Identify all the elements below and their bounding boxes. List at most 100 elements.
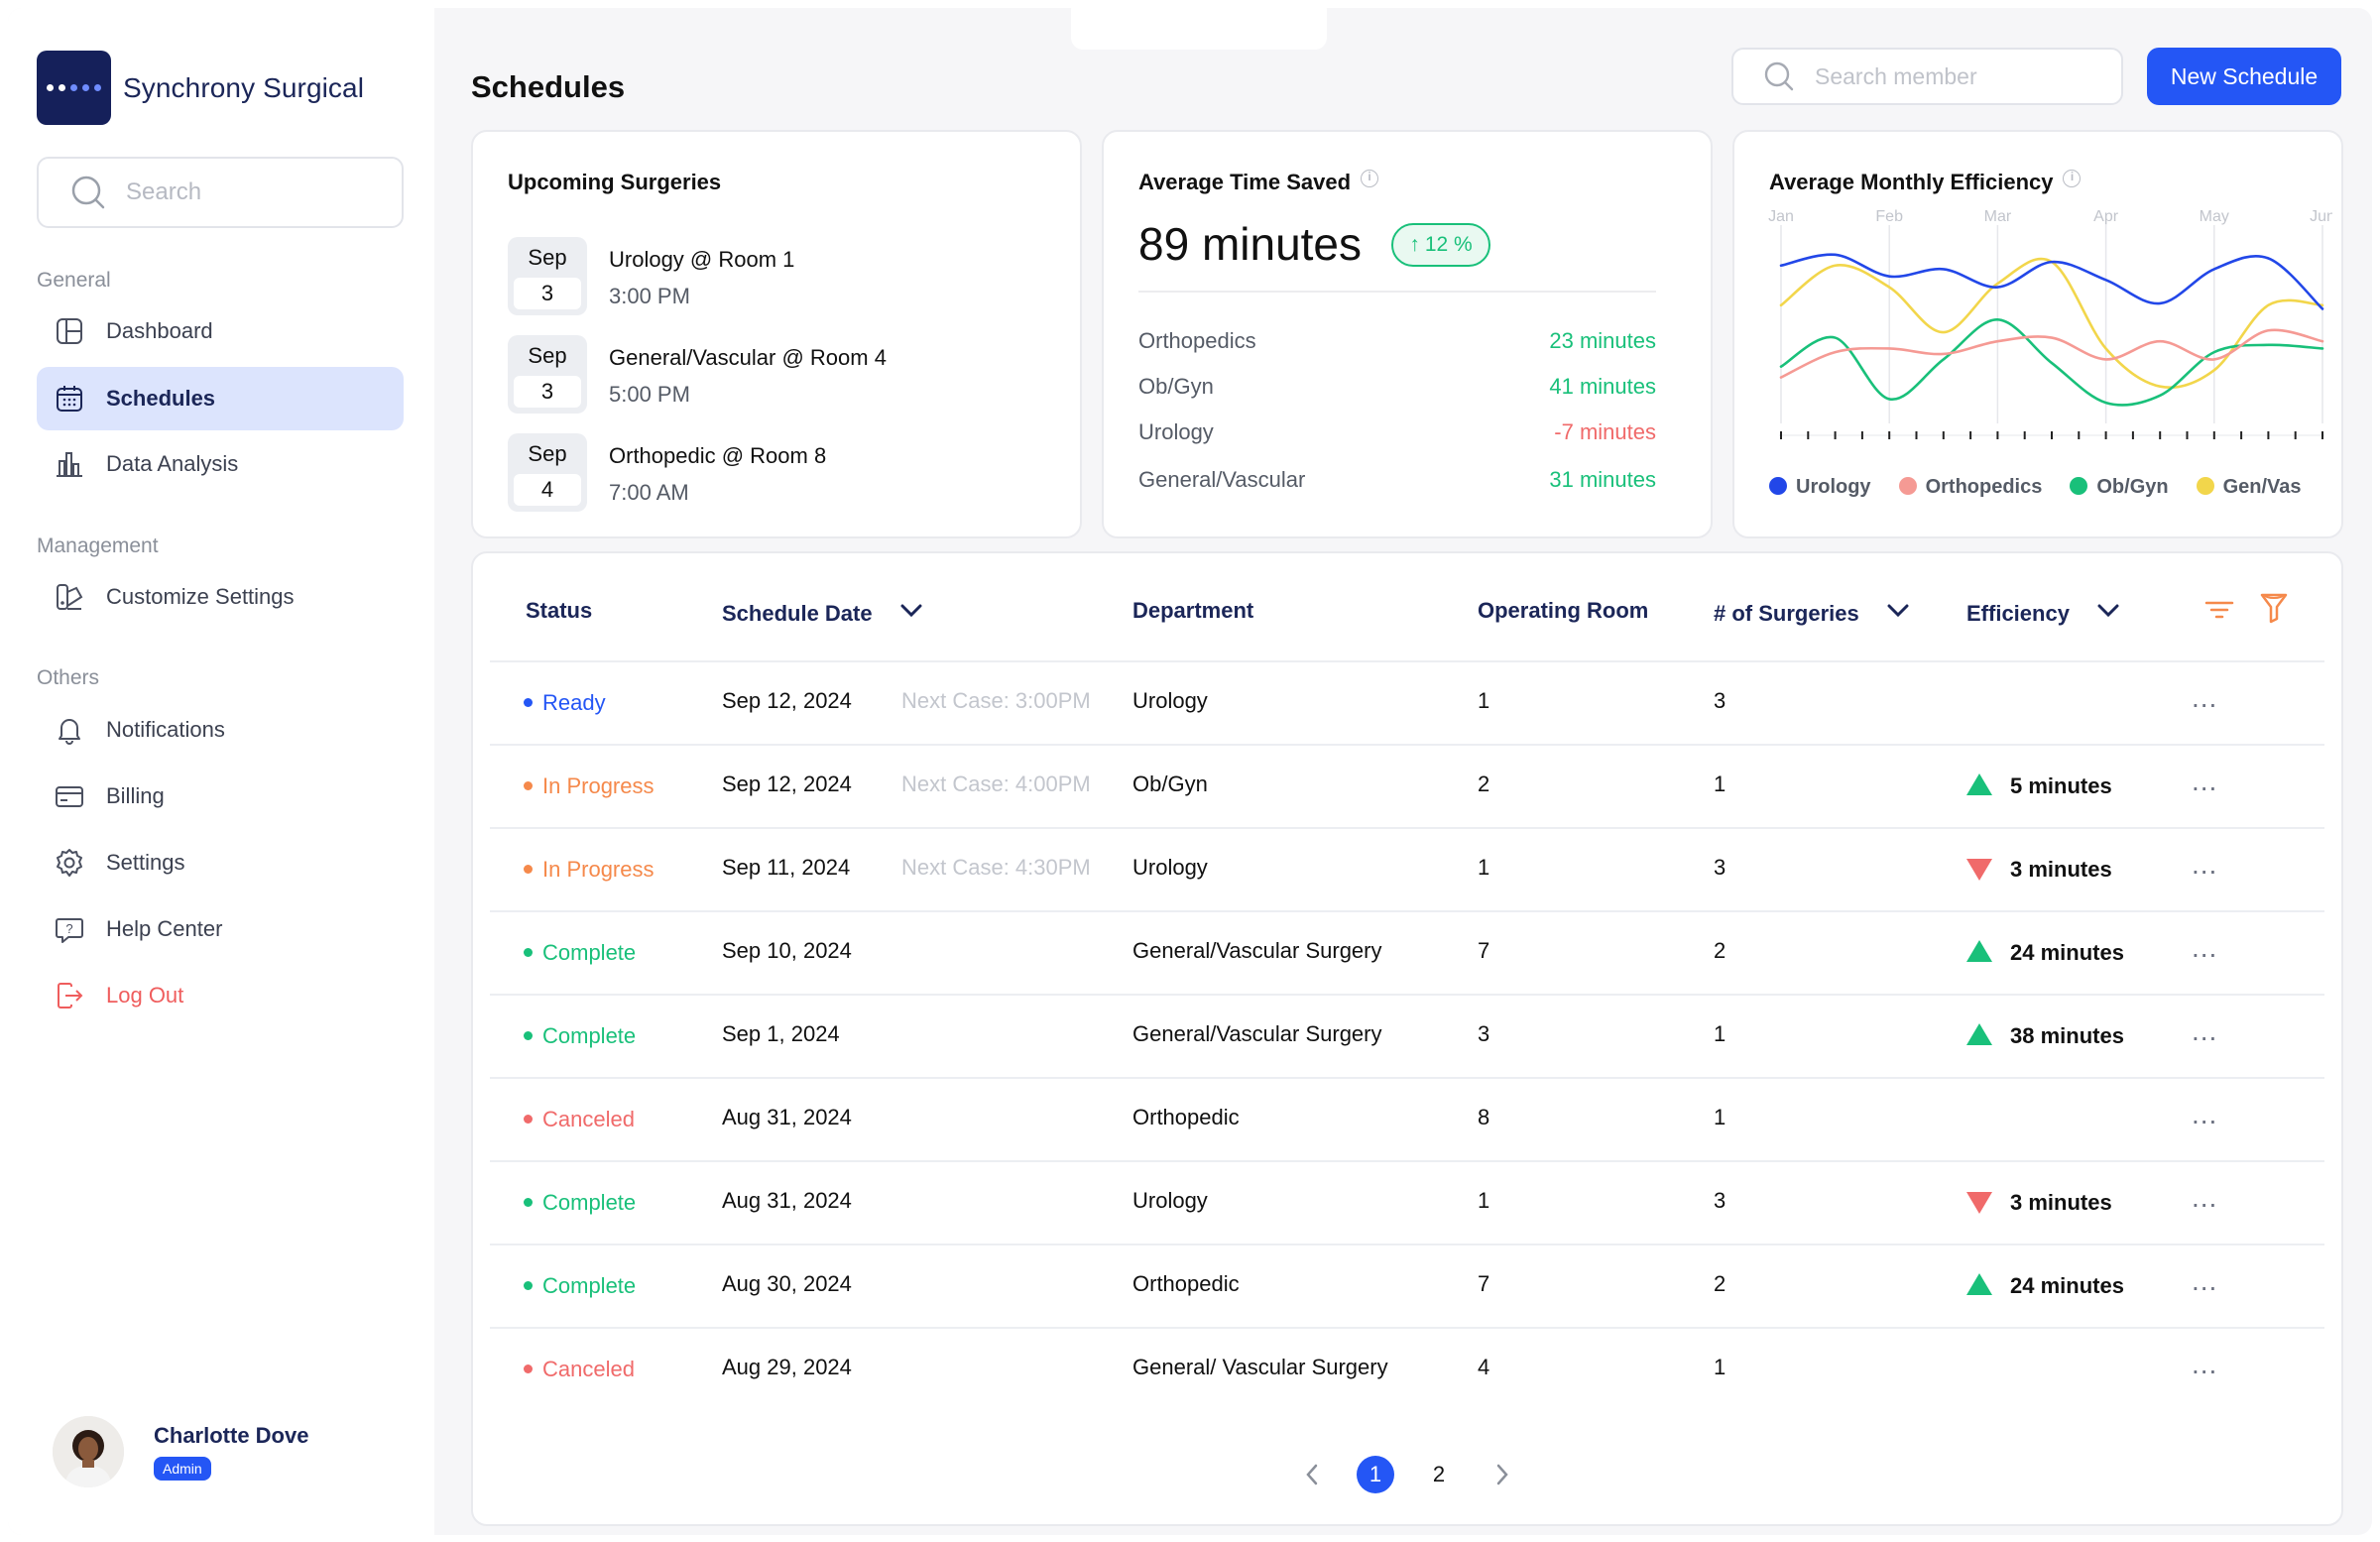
schedule-date: Sep 12, 2024: [722, 771, 852, 796]
efficiency-label: 3 minutes: [2010, 857, 2112, 882]
legend-item[interactable]: Orthopedics: [1898, 476, 2042, 499]
sidebar-item-label: Customize Settings: [106, 584, 295, 609]
section-general: General: [37, 269, 111, 292]
efficiency-value: 3 minutes: [1966, 1190, 2112, 1216]
legend-item[interactable]: Gen/Vas: [2196, 476, 2302, 499]
sidebar-item-schedules[interactable]: Schedules: [37, 367, 404, 430]
sort-icon[interactable]: [2204, 597, 2234, 628]
sidebar-item-billing[interactable]: Billing: [37, 765, 404, 828]
operating-room: 1: [1478, 1188, 1490, 1213]
card-title: Upcoming Surgeries: [508, 170, 722, 194]
sidebar-item-notifications[interactable]: Notifications: [37, 698, 404, 762]
search-icon: [71, 176, 105, 209]
department: Urology: [1132, 1188, 1208, 1213]
row-divider: [490, 994, 2324, 996]
status-badge: Complete: [524, 1023, 636, 1049]
status-label: Ready: [542, 690, 606, 715]
column-header-schedule-date[interactable]: Schedule Date: [722, 598, 922, 627]
x-tick-label: Feb: [1875, 208, 1903, 225]
chevron-down-icon[interactable]: [1887, 598, 1909, 624]
upcoming-surgeries-card: Upcoming Surgeries Sep 3 Urology @ Room 1…: [471, 130, 1082, 538]
member-search[interactable]: [1731, 48, 2123, 105]
status-badge: Canceled: [524, 1357, 635, 1382]
sidebar-search-input[interactable]: [126, 178, 384, 206]
legend-item[interactable]: Ob/Gyn: [2070, 476, 2169, 499]
more-options-icon[interactable]: ...: [2192, 682, 2218, 713]
legend-item[interactable]: Urology: [1769, 476, 1871, 499]
more-options-icon[interactable]: ...: [2192, 849, 2218, 880]
status-badge: In Progress: [524, 773, 654, 799]
status-dot: [524, 698, 533, 707]
more-options-icon[interactable]: ...: [2192, 1265, 2218, 1296]
user-profile[interactable]: Charlotte Dove Admin: [53, 1416, 308, 1487]
status-dot: [524, 1031, 533, 1040]
more-options-icon[interactable]: ...: [2192, 1182, 2218, 1213]
info-icon[interactable]: [2063, 170, 2082, 187]
new-schedule-button[interactable]: New Schedule: [2147, 48, 2341, 105]
date-chip: Sep 4: [508, 433, 587, 512]
schedule-date: Aug 30, 2024: [722, 1271, 852, 1296]
sidebar-item-customize-settings[interactable]: Customize Settings: [37, 565, 404, 629]
surgery-item[interactable]: Sep 3 General/Vascular @ Room 4 5:00 PM: [508, 335, 887, 414]
filter-icon[interactable]: [2259, 591, 2289, 630]
schedule-date: Sep 11, 2024: [722, 855, 851, 880]
more-options-icon[interactable]: ...: [2192, 1015, 2218, 1046]
chevron-down-icon[interactable]: [900, 598, 922, 624]
more-options-icon[interactable]: ...: [2192, 1099, 2218, 1129]
surgery-count: 2: [1714, 1271, 1726, 1296]
row-divider: [490, 1327, 2324, 1329]
search-icon: [1764, 61, 1794, 91]
sidebar-item-data-analysis[interactable]: Data Analysis: [37, 432, 404, 496]
dept-row: General/Vascular 31 minutes: [1138, 467, 1656, 492]
surgery-time: 7:00 AM: [609, 480, 689, 505]
schedule-date: Sep 12, 2024: [722, 688, 852, 713]
column-header-efficiency[interactable]: Efficiency: [1966, 598, 2119, 627]
app-window: Synchrony Surgical General Dashboard Sch…: [8, 8, 2372, 1535]
efficiency-value: 38 minutes: [1966, 1023, 2124, 1049]
row-divider: [490, 827, 2324, 829]
status-label: Complete: [542, 1190, 637, 1215]
page-2[interactable]: 2: [1432, 1462, 1446, 1486]
status-dot: [524, 865, 533, 874]
department: Urology: [1132, 688, 1208, 713]
sidebar-item-label: Help Center: [106, 916, 223, 941]
operating-room: 1: [1478, 688, 1490, 713]
status-dot: [524, 1364, 533, 1373]
sidebar-search[interactable]: [37, 157, 404, 228]
avatar: [53, 1416, 124, 1487]
status-label: In Progress: [542, 773, 654, 798]
svg-text:?: ?: [65, 921, 72, 936]
column-header-surgeries[interactable]: # of Surgeries: [1714, 598, 1909, 627]
date-chip: Sep 3: [508, 335, 587, 414]
operating-room: 2: [1478, 771, 1490, 796]
status-badge: Ready: [524, 690, 606, 716]
sidebar-item-label: Billing: [106, 783, 165, 808]
status-label: In Progress: [542, 857, 654, 882]
next-page-icon[interactable]: [1484, 1456, 1521, 1493]
surgery-item[interactable]: Sep 3 Urology @ Room 1 3:00 PM: [508, 237, 794, 315]
brand[interactable]: Synchrony Surgical: [37, 51, 364, 125]
sidebar-item-settings[interactable]: Settings: [37, 831, 404, 894]
member-search-input[interactable]: [1815, 62, 2112, 90]
surgery-count: 1: [1714, 771, 1726, 796]
sidebar-item-help-center[interactable]: ? Help Center: [37, 897, 404, 961]
triangle-up-icon: [1966, 940, 1992, 962]
date-chip: Sep 3: [508, 237, 587, 315]
sidebar-item-log-out[interactable]: Log Out: [37, 964, 404, 1027]
prev-page-icon[interactable]: [1293, 1456, 1331, 1493]
sidebar-item-dashboard[interactable]: Dashboard: [37, 299, 404, 363]
schedules-table: Status Schedule Date Department Operatin…: [471, 551, 2343, 1526]
more-options-icon[interactable]: ...: [2192, 932, 2218, 963]
surgery-item[interactable]: Sep 4 Orthopedic @ Room 8 7:00 AM: [508, 433, 826, 512]
change-badge: ↑ 12 %: [1391, 223, 1490, 267]
info-icon[interactable]: [1361, 170, 1379, 187]
more-options-icon[interactable]: ...: [2192, 1349, 2218, 1379]
customize-icon: [55, 582, 84, 612]
status-badge: Complete: [524, 940, 636, 966]
status-dot: [524, 1115, 533, 1124]
more-options-icon[interactable]: ...: [2192, 766, 2218, 796]
page-1[interactable]: 1: [1357, 1456, 1394, 1493]
next-case: Next Case: 4:30PM: [901, 855, 1091, 880]
chevron-down-icon[interactable]: [2097, 598, 2119, 624]
section-others: Others: [37, 666, 100, 689]
